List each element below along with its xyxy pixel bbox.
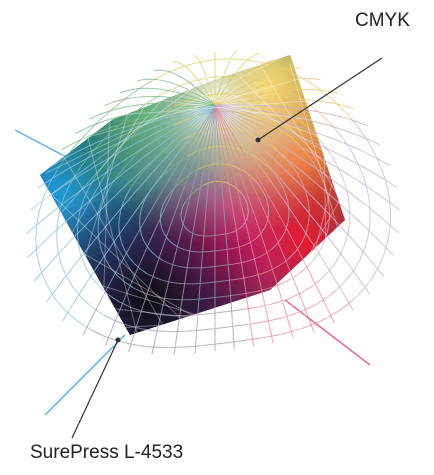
cyan-axis-lower: [45, 335, 125, 415]
mesh-ring-segment: [176, 347, 189, 348]
mesh-ring-segment: [224, 311, 233, 312]
mesh-ring-segment: [171, 299, 181, 300]
mesh-ring-segment: [190, 299, 199, 300]
mesh-ring-segment: [215, 94, 226, 95]
mesh-ring-segment: [368, 142, 375, 155]
mesh-ring-segment: [215, 312, 224, 313]
mesh-ring-segment: [368, 223, 370, 236]
mesh-ring-segment: [239, 339, 251, 341]
mesh-ring-segment: [360, 248, 365, 260]
mesh-ring-segment: [210, 182, 213, 183]
mesh-ring-segment: [119, 218, 120, 226]
mesh-ring-segment: [227, 233, 229, 234]
mesh-ring-segment: [211, 251, 215, 252]
mesh-ring-segment: [219, 250, 223, 251]
mesh-ring-segment: [119, 226, 120, 234]
mesh-ring-segment: [230, 248, 234, 249]
mesh-ring-segment: [388, 225, 390, 240]
mesh-ring-segment: [302, 324, 315, 329]
cmyk-leader-dot: [256, 138, 261, 143]
mesh-ring-segment: [336, 130, 344, 140]
mesh-ring-segment: [386, 181, 389, 195]
mesh-ring-segment: [258, 321, 269, 323]
mesh-ring-segment: [201, 283, 208, 284]
mesh-ring-segment: [66, 276, 73, 288]
mesh-ring-segment: [211, 164, 215, 165]
mesh-ring-segment: [268, 206, 269, 210]
mesh-ring-segment: [247, 216, 248, 219]
mesh-ring-segment: [223, 182, 226, 183]
mesh-ring-segment: [98, 220, 99, 230]
mesh-ring-segment: [348, 221, 350, 232]
mesh-ring-segment: [315, 317, 328, 323]
mesh-ring-segment: [215, 266, 220, 267]
mesh-ring-segment: [243, 60, 257, 62]
mesh-ring-segment: [247, 205, 248, 208]
mesh-ring-segment: [277, 332, 290, 335]
mesh-ring-segment: [237, 325, 248, 326]
surepress-leader-dot: [116, 338, 121, 343]
mesh-ring-segment: [92, 278, 100, 287]
mesh-ring-segment: [181, 219, 182, 222]
mesh-ring-segment: [55, 298, 65, 310]
mesh-ring-segment: [210, 267, 215, 268]
mesh-ring-segment: [140, 223, 141, 229]
mesh-ring-segment: [222, 250, 226, 251]
mesh-ring-segment: [37, 255, 41, 270]
mesh-ring-segment: [335, 253, 341, 263]
mesh-ring-segment: [197, 235, 200, 236]
mesh-ring-segment: [181, 210, 182, 213]
mesh-ring-segment: [190, 251, 195, 252]
mesh-ring-segment: [269, 318, 280, 321]
mesh-ring-segment: [215, 343, 227, 344]
mesh-ring-segment: [36, 240, 37, 255]
mesh-ring-segment: [351, 150, 357, 161]
mesh-ring-segment: [215, 76, 227, 77]
mesh-ring-segment: [349, 199, 350, 210]
mesh-ring-segment: [104, 315, 117, 321]
surepress-label: SurePress L-4533: [30, 442, 183, 464]
mesh-ring-segment: [141, 81, 152, 88]
mesh-ring-segment: [361, 130, 369, 142]
mesh-ring-segment: [148, 347, 162, 348]
mesh-ring-segment: [185, 315, 195, 316]
cmyk-label: CMYK: [355, 10, 410, 32]
mesh-ring-segment: [76, 320, 89, 329]
mesh-ring-segment: [208, 282, 215, 283]
surepress-leader-line: [72, 340, 118, 438]
mesh-ring-segment: [201, 60, 215, 62]
mesh-ring-segment: [220, 265, 225, 266]
mesh-ring-segment: [205, 313, 215, 314]
mesh-ring-segment: [234, 310, 243, 311]
